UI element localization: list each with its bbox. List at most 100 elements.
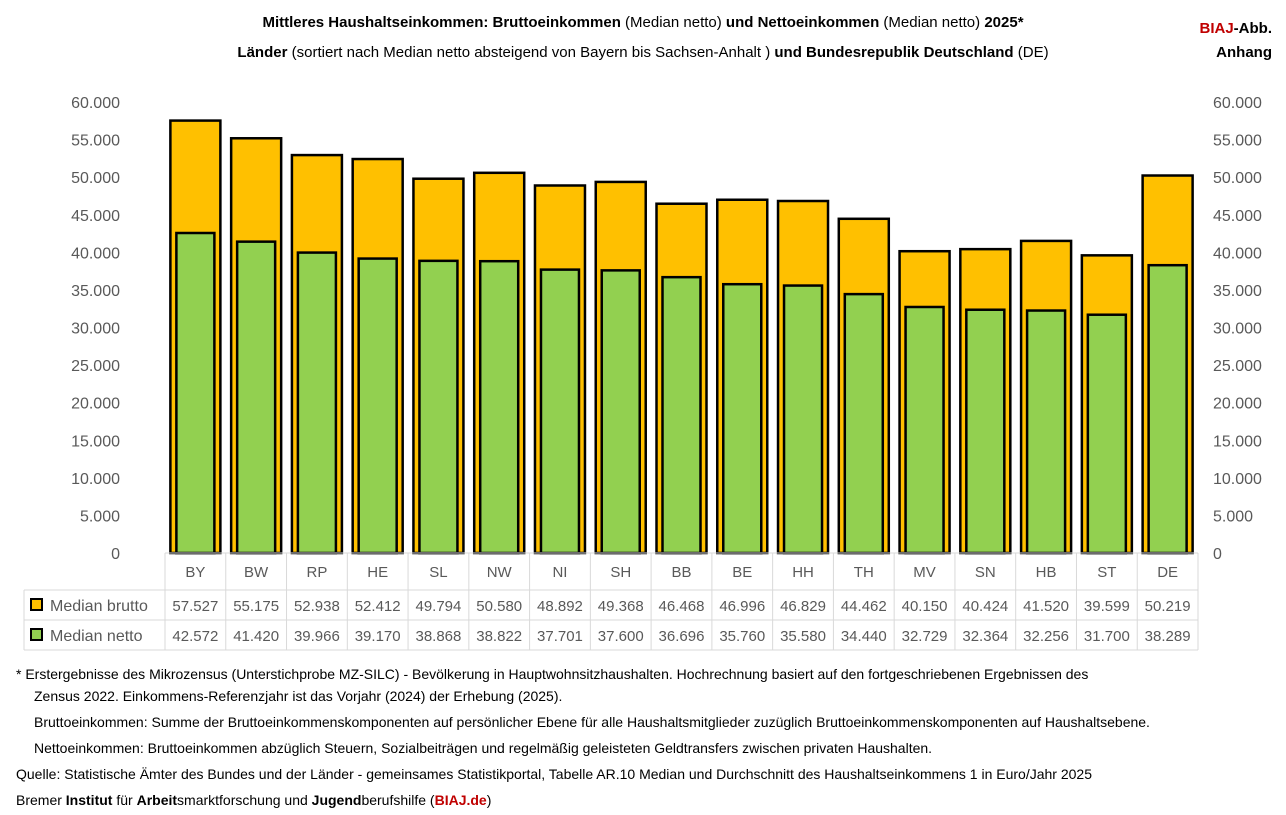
category-label: HB: [1036, 564, 1057, 581]
brand-red: BIAJ: [1199, 20, 1234, 37]
category-label: DE: [1157, 564, 1178, 581]
data-label: 49.368: [598, 598, 644, 615]
y-tick-left: 35.000: [71, 283, 120, 300]
y-tick-left: 45.000: [71, 208, 120, 225]
legend-label: Median brutto: [50, 598, 148, 615]
text-segment: Länder: [237, 44, 288, 61]
text-segment: (DE): [1013, 44, 1049, 61]
data-label: 57.527: [172, 598, 218, 615]
category-label: SH: [610, 564, 631, 581]
y-tick-left: 60.000: [71, 95, 120, 112]
y-tick-right: 55.000: [1213, 133, 1262, 150]
y-tick-right: 40.000: [1213, 245, 1262, 262]
text-segment: ): [486, 792, 492, 808]
data-label: 44.462: [841, 598, 887, 615]
bar-chart: 0 0 5.000 5.000 10.000 10.000 15.000 15.000 20.0…: [23, 95, 1262, 651]
legend-key: [30, 598, 43, 611]
bar-median-netto: [965, 308, 1006, 555]
brand-line2: Anhang: [1216, 44, 1272, 61]
data-label: 35.580: [780, 628, 826, 645]
data-label: 46.829: [780, 598, 826, 615]
category-label: MV: [913, 564, 936, 581]
data-label: 34.440: [841, 628, 887, 645]
y-tick-right: 35.000: [1213, 283, 1262, 300]
data-label: 52.412: [355, 598, 401, 615]
text-segment: BIAJ.de: [434, 792, 487, 808]
source-note: Quelle: Statistische Ämter des Bundes un…: [16, 766, 1092, 782]
text-segment: und Bundesrepublik Deutschland: [774, 44, 1014, 61]
category-label: SN: [975, 564, 996, 581]
category-label: NW: [487, 564, 513, 581]
bar-median-netto: [722, 282, 763, 555]
text-segment: smarktforschung und: [177, 792, 312, 808]
text-segment: 2025*: [984, 14, 1024, 31]
text-segment: Bremer: [16, 792, 66, 808]
data-label: 52.938: [294, 598, 340, 615]
y-tick-left: 30.000: [71, 321, 120, 338]
y-tick-right: 5.000: [1213, 508, 1253, 525]
category-label: BY: [185, 564, 205, 581]
data-label: 40.424: [962, 598, 1008, 615]
bar-median-netto: [904, 305, 945, 555]
text-segment: Institut: [65, 792, 113, 808]
category-label: ST: [1097, 564, 1116, 581]
y-tick-left: 10.000: [71, 471, 120, 488]
category-label: TH: [854, 564, 874, 581]
legend-label: Median netto: [50, 628, 143, 645]
brand-rest: -Abb.: [1233, 20, 1272, 37]
y-tick-left: 5.000: [80, 508, 120, 525]
credit-line: Bremer Institut für Arbeitsmarktforschun…: [16, 789, 491, 811]
data-label: 38.868: [415, 628, 461, 645]
data-label: 37.701: [537, 628, 583, 645]
y-tick-right: 20.000: [1213, 396, 1262, 413]
text-segment: und Nettoeinkommen: [725, 14, 880, 31]
y-tick-right: 60.000: [1213, 95, 1262, 112]
y-tick-left: 55.000: [71, 133, 120, 150]
category-label: BW: [244, 564, 269, 581]
bar-median-netto: [539, 268, 581, 555]
data-label: 46.468: [659, 598, 705, 615]
category-label: HE: [367, 564, 388, 581]
y-tick-right: 30.000: [1213, 321, 1262, 338]
data-label: 50.580: [476, 598, 522, 615]
data-label: 49.794: [415, 598, 461, 615]
footnote-1: * Erstergebnisse des Mikrozensus (Unters…: [16, 666, 1089, 682]
category-label: BE: [732, 564, 752, 581]
text-segment: Mittleres Haushaltseinkommen: Bruttoeink…: [262, 14, 621, 31]
y-tick-right: 50.000: [1213, 170, 1262, 187]
y-tick-right: 25.000: [1213, 358, 1262, 375]
y-tick-right: 45.000: [1213, 208, 1262, 225]
bar-median-netto: [1025, 309, 1067, 555]
category-label: HH: [792, 564, 814, 581]
bar-median-netto: [1147, 263, 1188, 555]
data-label: 41.420: [233, 628, 279, 645]
category-label: RP: [306, 564, 327, 581]
legend-key: [30, 628, 43, 641]
data-label: 38.822: [476, 628, 522, 645]
data-label: 39.966: [294, 628, 340, 645]
data-label: 32.364: [962, 628, 1008, 645]
data-label: 32.729: [902, 628, 948, 645]
data-label: 38.289: [1145, 628, 1191, 645]
data-label: 55.175: [233, 598, 279, 615]
y-tick-left: 25.000: [71, 358, 120, 375]
footnote-4: Nettoeinkommen: Bruttoeinkommen abzüglic…: [34, 740, 933, 756]
category-label: BB: [671, 564, 691, 581]
data-label: 50.219: [1145, 598, 1191, 615]
chart-title-line1: Mittleres Haushaltseinkommen: Bruttoeink…: [0, 14, 1286, 31]
data-label: 48.892: [537, 598, 583, 615]
bar-median-netto: [175, 231, 216, 555]
chart-title-line2: Länder (sortiert nach Median netto abste…: [0, 44, 1286, 61]
footnote-2: Zensus 2022. Einkommens-Referenzjahr ist…: [34, 688, 563, 704]
data-label: 46.996: [719, 598, 765, 615]
y-tick-left: 20.000: [71, 396, 120, 413]
bar-median-netto: [235, 240, 277, 555]
data-label: 40.150: [902, 598, 948, 615]
text-segment: (Median netto): [879, 14, 985, 31]
data-label: 41.520: [1023, 598, 1069, 615]
data-label: 35.760: [719, 628, 765, 645]
bar-median-netto: [1086, 313, 1128, 555]
category-label: NI: [552, 564, 567, 581]
bar-median-netto: [418, 259, 459, 555]
